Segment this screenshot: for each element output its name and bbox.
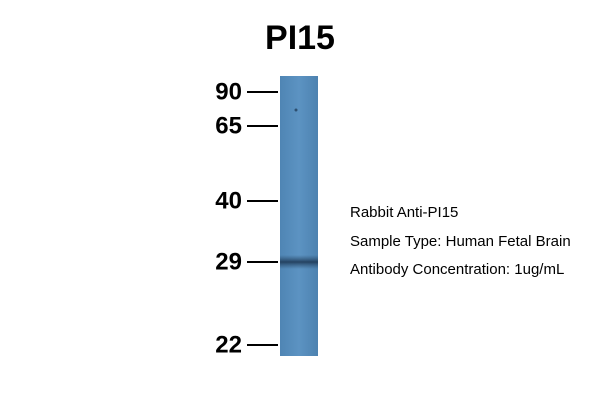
- speck: [294, 108, 298, 112]
- title: PI15: [265, 19, 335, 57]
- band: [280, 255, 318, 269]
- markers: 90 65 40 29 22: [215, 78, 278, 358]
- lane: [280, 76, 318, 356]
- marker-label: 22: [215, 331, 242, 358]
- annotation: Sample Type: Human Fetal Brain: [350, 233, 571, 250]
- marker-label: 65: [215, 112, 242, 139]
- annotation: Antibody Concentration: 1ug/mL: [350, 261, 564, 278]
- marker-label: 90: [215, 78, 242, 105]
- marker-label: 40: [215, 187, 242, 214]
- annotation: Rabbit Anti-PI15: [350, 204, 458, 221]
- marker-label: 29: [215, 248, 242, 275]
